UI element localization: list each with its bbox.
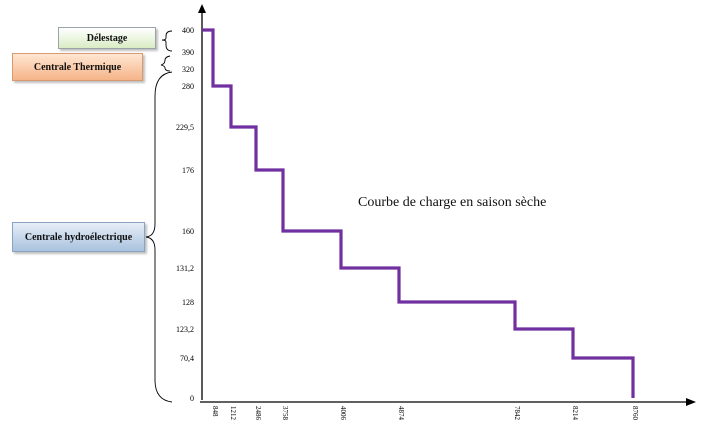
y-tick-label: 390 [182,48,194,57]
y-tick-label: 131,2 [176,264,194,273]
hydro-brace [145,71,173,403]
centrale-hydroelectrique-label: Centrale hydroélectrique [12,222,145,252]
axes [198,4,696,406]
x-tick-label: 8214 [571,406,579,421]
x-tick-label: 4006 [339,406,347,421]
braces [145,30,173,403]
x-tick-label: 2486 [254,406,262,421]
y-tick-label: 229,5 [176,123,194,132]
x-ticks: 848 1212 2486 3758 4006 4874 7842 8214 8760 [211,406,639,421]
delestage-label: Délestage [58,27,156,49]
x-tick-label: 8760 [631,406,639,421]
centrale-thermique-label: Centrale Thermique [12,53,143,81]
y-tick-label: 123,2 [176,325,194,334]
y-tick-label: 280 [182,82,194,91]
y-tick-label: 70,4 [180,354,194,363]
x-tick-label: 848 [211,406,219,417]
chart-title: Courbe de charge en saison sèche [358,195,547,210]
x-tick-label: 7842 [513,406,521,421]
y-tick-label: 0 [190,394,194,403]
y-tick-label: 128 [182,298,194,307]
y-tick-label: 400 [182,26,194,35]
x-tick-label: 3758 [281,406,289,421]
y-tick-label: 160 [182,227,194,236]
series-group [202,28,635,398]
y-tick-label: 320 [182,65,194,74]
x-tick-label: 1212 [229,406,237,421]
thermique-brace [160,55,171,72]
delestage-brace [161,30,173,52]
x-tick-label: 4874 [397,406,405,421]
load-curve-series [202,28,635,398]
y-tick-label: 176 [182,166,194,175]
x-axis-arrow [686,398,696,406]
y-axis-arrow [198,4,206,13]
y-ticks: 400 390 320 280 229,5 176 160 131,2 128 123,2 70,4… [176,26,194,403]
